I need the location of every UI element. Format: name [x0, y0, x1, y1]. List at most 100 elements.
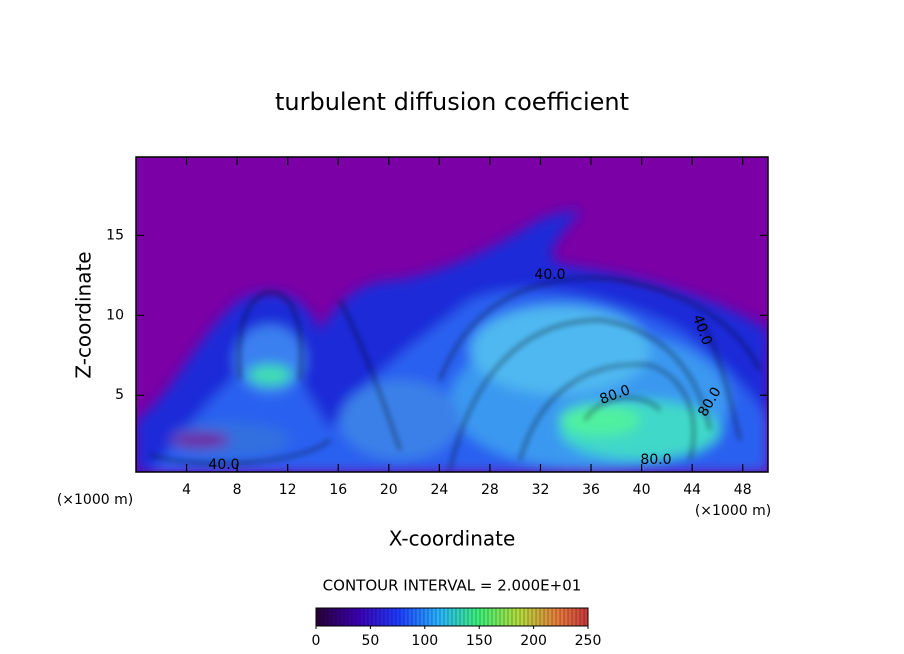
colorbar-cell — [436, 608, 441, 626]
colorbar-cell — [452, 608, 457, 626]
colorbar-cell — [440, 608, 445, 626]
x-tick-label: 36 — [582, 482, 600, 498]
colorbar-cell — [536, 608, 541, 626]
colorbar-cell — [400, 608, 405, 626]
colorbar-cell — [448, 608, 453, 626]
colorbar-cell — [456, 608, 461, 626]
colorbar-cell — [508, 608, 513, 626]
colorbar-tick-label: 100 — [411, 633, 438, 649]
colorbar-cell — [444, 608, 449, 626]
contour-label: 80.0 — [640, 452, 671, 468]
x-tick-label: 48 — [734, 482, 752, 498]
colorbar-cell — [504, 608, 509, 626]
colorbar-cell — [556, 608, 561, 626]
y-tick-label: 10 — [106, 307, 124, 323]
colorbar-cell — [396, 608, 401, 626]
colorbar-cell — [360, 608, 365, 626]
x-tick-label: 16 — [329, 482, 347, 498]
x-tick-label: 4 — [182, 482, 191, 498]
colorbar-cell — [500, 608, 505, 626]
colorbar-cell — [344, 608, 349, 626]
colorbar-cell — [340, 608, 345, 626]
colorbar-tick-label: 150 — [466, 633, 493, 649]
colorbar-cell — [336, 608, 341, 626]
colorbar-cell — [392, 608, 397, 626]
colorbar-cell — [540, 608, 545, 626]
x-tick-label: 44 — [683, 482, 701, 498]
colorbar-cell — [364, 608, 369, 626]
colorbar-cell — [484, 608, 489, 626]
colorbar-cell — [416, 608, 421, 626]
x-tick-label: 20 — [380, 482, 398, 498]
colorbar-cell — [584, 608, 589, 626]
colorbar-cell — [532, 608, 537, 626]
colorbar-cell — [572, 608, 577, 626]
colorbar-cell — [576, 608, 581, 626]
y-axis-label: Z-coordinate — [72, 251, 96, 378]
colorbar-cell — [580, 608, 585, 626]
colorbar-cell — [524, 608, 529, 626]
colorbar-cell — [320, 608, 325, 626]
colorbar-cell — [384, 608, 389, 626]
colorbar-cell — [568, 608, 573, 626]
colorbar-cell — [316, 608, 321, 626]
colorbar-cell — [348, 608, 353, 626]
colorbar-cell — [432, 608, 437, 626]
contour-label: 40.0 — [208, 457, 239, 473]
colorbar-cell — [512, 608, 517, 626]
colorbar-cell — [408, 608, 413, 626]
colorbar-cell — [468, 608, 473, 626]
contour-label: 40.0 — [534, 267, 565, 283]
colorbar-cell — [464, 608, 469, 626]
colorbar-cell — [388, 608, 393, 626]
x-tick-label: 32 — [532, 482, 550, 498]
x-tick-label: 40 — [633, 482, 651, 498]
y-unit-label: (×1000 m) — [57, 492, 133, 508]
colorbar-cell — [368, 608, 373, 626]
chart-title: turbulent diffusion coefficient — [275, 88, 629, 116]
colorbar-cell — [520, 608, 525, 626]
colorbar-cell — [428, 608, 433, 626]
x-unit-label: (×1000 m) — [695, 503, 771, 519]
colorbar-cell — [496, 608, 501, 626]
colorbar-cell — [480, 608, 485, 626]
field — [136, 157, 768, 472]
x-tick-label: 8 — [233, 482, 242, 498]
colorbar-cell — [332, 608, 337, 626]
colorbar-cell — [548, 608, 553, 626]
colorbar-cell — [380, 608, 385, 626]
colorbar-frame — [315, 607, 589, 627]
colorbar-cell — [552, 608, 557, 626]
colorbar-cell — [472, 608, 477, 626]
y-tick-label: 15 — [106, 227, 124, 243]
plot-frame — [135, 156, 769, 473]
colorbar-cell — [328, 608, 333, 626]
colorbar-tick-label: 200 — [520, 633, 547, 649]
colorbar-cell — [424, 608, 429, 626]
y-tick-label: 5 — [115, 387, 124, 403]
colorbar-cell — [492, 608, 497, 626]
colorbar-tick-label: 0 — [312, 633, 321, 649]
colorbar-cell — [544, 608, 549, 626]
contour-interval: CONTOUR INTERVAL = 2.000E+01 — [323, 577, 582, 595]
colorbar-cell — [352, 608, 357, 626]
colorbar: 0 50 100 150 200 250 — [312, 607, 602, 649]
colorbar-cell — [372, 608, 377, 626]
x-tick-label: 28 — [481, 482, 499, 498]
colorbar-tick-label: 250 — [575, 633, 602, 649]
x-tick-label: 12 — [279, 482, 297, 498]
colorbar-cell — [460, 608, 465, 626]
colorbar-cell — [528, 608, 533, 626]
colorbar-cell — [476, 608, 481, 626]
x-tick-label: 24 — [430, 482, 448, 498]
colorbar-cell — [564, 608, 569, 626]
colorbar-cell — [516, 608, 521, 626]
colorbar-tick-label: 50 — [361, 633, 379, 649]
colorbar-cell — [324, 608, 329, 626]
colorbar-cell — [412, 608, 417, 626]
colorbar-cell — [488, 608, 493, 626]
colorbar-cell — [404, 608, 409, 626]
colorbar-cell — [356, 608, 361, 626]
colorbar-cell — [560, 608, 565, 626]
